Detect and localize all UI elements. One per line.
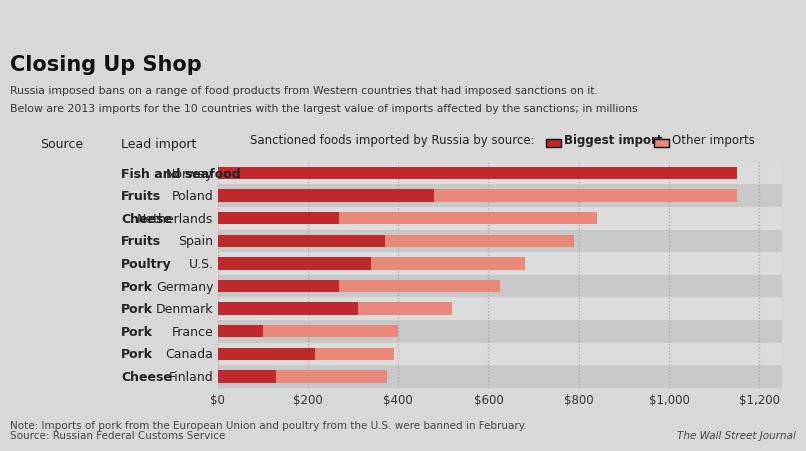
Bar	[218, 325, 398, 338]
Text: Cheese: Cheese	[121, 212, 172, 225]
Text: Fish and seafood: Fish and seafood	[121, 167, 240, 180]
Bar	[218, 235, 384, 248]
Text: Russia imposed bans on a range of food products from Western countries that had : Russia imposed bans on a range of food p…	[10, 86, 597, 96]
Text: Fruits: Fruits	[121, 235, 161, 248]
Text: Germany: Germany	[156, 280, 214, 293]
Bar	[218, 253, 782, 275]
Bar	[218, 303, 452, 315]
Bar	[218, 258, 371, 270]
Bar	[218, 162, 782, 185]
Bar	[218, 325, 263, 338]
Text: Fruits: Fruits	[121, 190, 161, 202]
Bar	[218, 235, 574, 248]
Text: Poland: Poland	[172, 190, 214, 202]
Bar	[218, 167, 737, 180]
Bar	[218, 230, 782, 253]
Bar	[218, 190, 434, 202]
Bar	[218, 185, 782, 207]
Bar	[218, 348, 393, 360]
Text: Pork: Pork	[121, 303, 153, 315]
Bar	[218, 343, 782, 365]
Bar	[218, 303, 358, 315]
Bar	[218, 348, 314, 360]
Text: Sanctioned foods imported by Russia by source:: Sanctioned foods imported by Russia by s…	[250, 133, 534, 147]
Bar	[218, 275, 782, 298]
Text: Spain: Spain	[179, 235, 214, 248]
Bar	[218, 212, 339, 225]
Text: Netherlands: Netherlands	[137, 212, 214, 225]
Text: Lead import: Lead import	[121, 138, 197, 151]
Text: Source: Source	[40, 138, 84, 151]
Text: Biggest import: Biggest import	[564, 133, 663, 147]
Bar	[218, 212, 596, 225]
Text: Pork: Pork	[121, 280, 153, 293]
Bar	[218, 258, 525, 270]
Bar	[218, 370, 387, 383]
Bar	[218, 370, 276, 383]
Bar	[218, 190, 737, 202]
Text: Note: Imports of pork from the European Union and poultry from the U.S. were ban: Note: Imports of pork from the European …	[10, 420, 526, 430]
Bar	[218, 207, 782, 230]
Text: Other imports: Other imports	[672, 133, 755, 147]
Text: Cheese: Cheese	[121, 370, 172, 383]
Text: Finland: Finland	[168, 370, 214, 383]
Text: Source: Russian Federal Customs Service: Source: Russian Federal Customs Service	[10, 430, 225, 440]
Text: Pork: Pork	[121, 348, 153, 360]
Bar	[218, 298, 782, 320]
Text: Canada: Canada	[166, 348, 214, 360]
Text: Pork: Pork	[121, 325, 153, 338]
Text: Poultry: Poultry	[121, 258, 172, 270]
Text: Below are 2013 imports for the 10 countries with the largest value of imports af: Below are 2013 imports for the 10 countr…	[10, 104, 638, 114]
Text: Closing Up Shop: Closing Up Shop	[10, 55, 202, 74]
Text: The Wall Street Journal: The Wall Street Journal	[678, 430, 796, 440]
Text: Denmark: Denmark	[156, 303, 214, 315]
Bar	[218, 280, 500, 293]
Text: France: France	[172, 325, 214, 338]
Bar	[218, 280, 339, 293]
Text: U.S.: U.S.	[189, 258, 214, 270]
Text: Norway: Norway	[166, 167, 214, 180]
Bar	[218, 365, 782, 388]
Bar	[218, 320, 782, 343]
